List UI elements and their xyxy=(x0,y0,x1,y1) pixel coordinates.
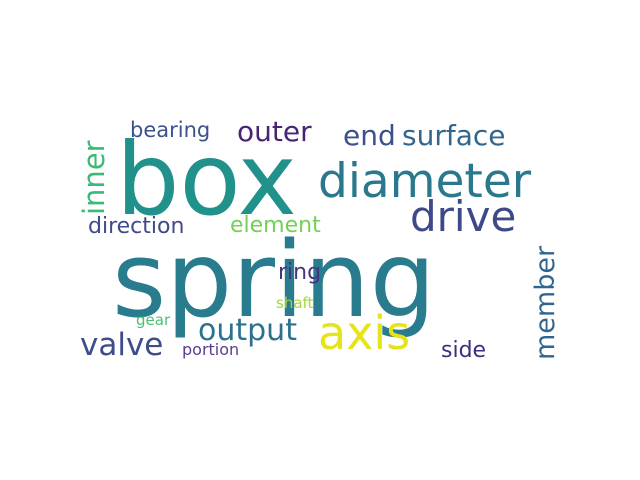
word-inner: inner xyxy=(80,140,109,215)
word-drive: drive xyxy=(410,196,516,238)
word-member: member xyxy=(532,246,559,360)
word-direction: direction xyxy=(88,216,184,238)
word-element: element xyxy=(230,215,321,237)
word-ring: ring xyxy=(278,262,321,284)
word-gear: gear xyxy=(136,313,170,328)
word-shaft: shaft xyxy=(276,296,313,311)
word-outer: outer xyxy=(237,118,312,146)
word-valve: valve xyxy=(80,330,163,361)
word-portion: portion xyxy=(182,342,239,358)
word-axis: axis xyxy=(318,310,410,356)
word-side: side xyxy=(441,340,486,362)
word-end: end xyxy=(343,122,396,150)
word-bearing: bearing xyxy=(130,120,210,141)
word-surface: surface xyxy=(402,122,505,150)
